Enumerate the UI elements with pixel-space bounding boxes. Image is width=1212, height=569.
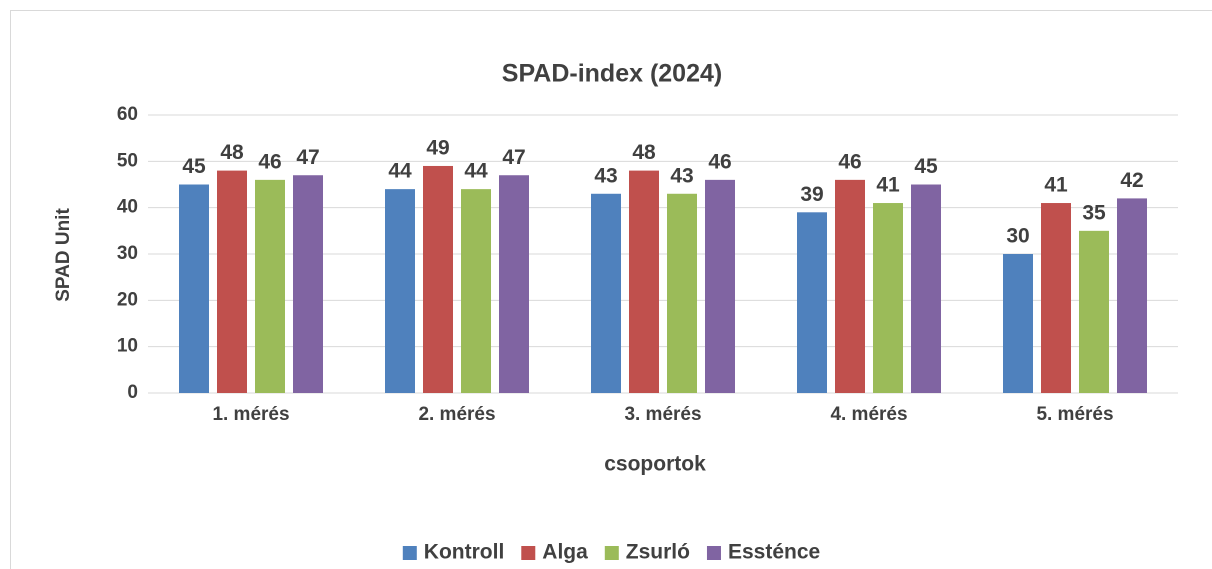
data-label: 46 [258,150,281,173]
bar [835,179,865,393]
bar [667,193,697,393]
y-tick-label: 10 [117,336,138,357]
data-label: 48 [632,141,656,164]
data-label: 45 [182,155,206,178]
legend-label: Essténce [728,541,820,564]
bar [499,175,529,393]
bar [461,189,491,393]
legend-label: Alga [542,541,588,564]
y-axis-label: SPAD Unit [53,208,74,302]
bar [179,184,209,393]
data-label: 47 [502,146,525,169]
bar [629,170,659,393]
data-label: 42 [1120,169,1143,192]
x-tick-label: 5. mérés [1036,404,1113,425]
legend-swatch [402,546,417,560]
y-tick-label: 20 [117,289,138,310]
data-label: 47 [296,146,319,169]
bar [1041,203,1071,393]
data-label: 43 [670,164,693,187]
y-tick-label: 30 [117,243,138,264]
data-label: 30 [1006,225,1029,248]
data-label: 49 [426,137,449,160]
data-label: 45 [914,155,938,178]
data-label: 41 [1044,174,1068,197]
data-label: 41 [876,174,900,197]
x-tick-label: 4. mérés [830,404,907,425]
bar [591,193,621,393]
data-label: 48 [220,141,244,164]
x-axis-label: csoportok [604,453,706,476]
bar [1003,254,1033,393]
data-label: 46 [838,150,861,173]
y-tick-label: 60 [117,104,138,125]
data-label: 43 [594,164,617,187]
data-label: 44 [388,160,412,183]
y-tick-label: 0 [127,382,138,403]
bar [873,203,903,393]
data-label: 44 [464,160,488,183]
data-label: 46 [708,150,731,173]
chart-title: SPAD-index (2024) [502,60,722,88]
x-tick-label: 1. mérés [212,404,289,425]
x-tick-label: 2. mérés [418,404,495,425]
legend-label: Kontroll [424,541,504,564]
bar [705,179,735,393]
bar [1079,230,1109,393]
legend-label: Zsurló [626,541,690,564]
data-label: 39 [800,183,823,206]
data-label: 35 [1082,201,1106,224]
legend-swatch [521,546,536,560]
legend-swatch [604,546,619,560]
bar [911,184,941,393]
bar [1117,198,1147,393]
bar [423,165,453,393]
y-tick-label: 40 [117,197,138,218]
bar [797,212,827,393]
x-tick-label: 3. mérés [624,404,701,425]
bar [293,175,323,393]
bar [385,189,415,393]
bar [255,179,285,393]
y-tick-label: 50 [117,150,138,171]
legend-swatch [706,546,721,560]
bar [217,170,247,393]
